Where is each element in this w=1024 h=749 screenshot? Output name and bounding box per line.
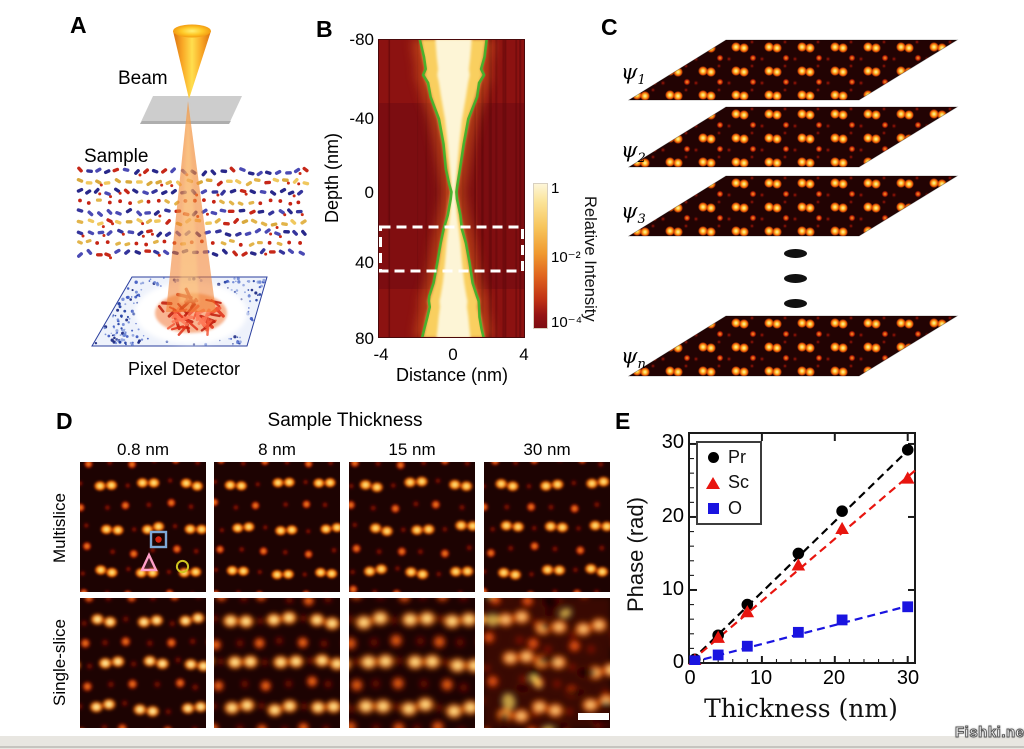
ellipsis-dot [784, 249, 807, 258]
bottom-strip [0, 736, 1024, 749]
e-ytick: 0 [672, 651, 684, 673]
d-image-singleslice-8nm [214, 598, 340, 728]
scale-bar [578, 713, 609, 720]
d-image-multislice-30nm [484, 462, 610, 592]
legend-row-o: O [706, 498, 760, 519]
e-xtick: 20 [822, 667, 846, 689]
e-xlabel: Thickness (nm) [704, 694, 898, 723]
beam-source [173, 24, 211, 38]
data-markers [688, 443, 915, 665]
colorbar-tick: 10⁻⁴ [551, 314, 583, 331]
wavefunction-plane-3 [628, 175, 959, 237]
b-xtick: 0 [448, 345, 458, 364]
legend-row-sc: Sc [706, 472, 760, 493]
pr-circle-marker [706, 452, 720, 464]
b-ylabel: Depth (nm) [322, 132, 342, 224]
e-ytick: 20 [661, 505, 684, 527]
ellipsis-dot [784, 274, 807, 283]
b-ytick: 80 [355, 329, 374, 348]
d-col-label: 30 nm [523, 440, 571, 459]
d-image-singleslice-30nm [484, 598, 610, 728]
beam-label: Beam [118, 68, 168, 89]
d-col-label: 0.8 nm [117, 440, 169, 459]
wavefunction-plane-1 [628, 39, 959, 101]
axis-ticks [688, 434, 915, 664]
e-xtick: 0 [684, 667, 696, 689]
d-row-label-multislice: Multislice [50, 493, 69, 563]
sample-thickness-title: Sample Thickness [267, 410, 423, 431]
bottom-line [0, 746, 1024, 748]
o-square-marker [706, 502, 720, 514]
d-image-multislice-15nm [349, 462, 475, 592]
sample-atoms [76, 166, 310, 260]
b-ytick: 0 [364, 183, 374, 202]
b-ytick: 40 [355, 253, 374, 272]
b-ytick: -80 [349, 30, 374, 49]
beam-cone-upper [173, 31, 211, 99]
sc-triangle-marker [706, 476, 720, 489]
highlight-dashed-box [379, 225, 524, 273]
green-contours [418, 39, 488, 338]
colorbar-label: Relative Intensity [581, 196, 599, 322]
d-row-label-singleslice: Single-slice [50, 619, 69, 707]
panel-d-label: D [56, 408, 73, 434]
panel-c-label: C [601, 14, 618, 40]
d-image-singleslice-0.8nm [80, 598, 206, 728]
d-col-label: 8 nm [258, 440, 296, 459]
colorbar-tick: 1 [551, 180, 560, 197]
e-xtick: 10 [749, 667, 773, 689]
e-ylabel: Phase (rad) [623, 497, 648, 613]
psi-n-label: ψn [621, 344, 646, 373]
watermark: Fishki.net [954, 724, 1024, 742]
annotation-markers [140, 530, 190, 574]
panel-a-schematic [76, 24, 310, 347]
legend-row-pr: Pr [706, 447, 760, 468]
legend: Pr Sc O [696, 441, 762, 525]
psi-3-label: ψ3 [621, 199, 646, 228]
panel-b-heatmap [378, 39, 525, 338]
colorbar-tick: 10⁻² [551, 249, 581, 266]
panel-b-label: B [316, 16, 333, 42]
b-xlabel: Distance (nm) [395, 365, 509, 385]
d-image-multislice-8nm [214, 462, 340, 592]
b-ytick: -40 [349, 109, 374, 128]
colorbar [533, 183, 548, 329]
b-xtick: 4 [519, 345, 529, 364]
e-ytick: 30 [661, 431, 684, 453]
psi-1-label: ψ1 [621, 60, 646, 89]
sample-label: Sample [84, 146, 149, 167]
b-xtick: -4 [373, 345, 389, 364]
e-ytick: 10 [661, 578, 684, 600]
ellipsis-dot [784, 299, 807, 308]
panel-e-label: E [615, 408, 631, 434]
panel-a-label: A [70, 12, 87, 38]
e-xtick: 30 [896, 667, 920, 689]
psi-2-label: ψ2 [621, 138, 646, 167]
wavefunction-plane-n [628, 315, 959, 377]
wavefunction-plane-2 [628, 106, 959, 168]
d-image-multislice-0.8nm [80, 462, 206, 592]
d-image-singleslice-15nm [349, 598, 475, 728]
pixel-detector-label: Pixel Detector [127, 359, 241, 379]
d-col-label: 15 nm [388, 440, 436, 459]
aperture-plane [140, 96, 242, 124]
